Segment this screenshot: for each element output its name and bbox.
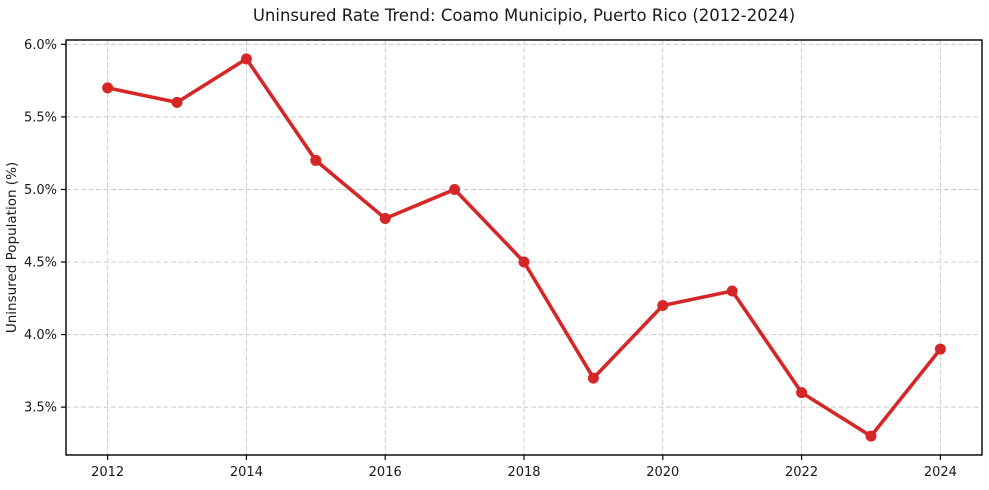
axis-layer: 2012 2014 2016 2018 2020 2022 2024 3.5% 4.0% 4.5%… [24, 38, 983, 480]
data-point [726, 285, 738, 297]
data-point [796, 387, 808, 399]
data-point [449, 183, 461, 195]
data-point [934, 343, 946, 355]
x-tick-label: 2014 [230, 465, 263, 480]
x-tick-label: 2024 [924, 465, 957, 480]
trend-series [102, 53, 946, 442]
x-tick-label: 2022 [785, 465, 818, 480]
x-tick-label: 2012 [91, 465, 124, 480]
data-point [657, 300, 669, 312]
y-tick-label: 5.0% [24, 183, 57, 198]
data-point [171, 96, 183, 108]
data-point [865, 430, 877, 442]
y-axis-label: Uninsured Population (%) [4, 162, 20, 333]
y-tick-label: 3.5% [24, 401, 57, 416]
data-point [102, 82, 114, 94]
grid-layer [66, 40, 982, 455]
x-tick-label: 2016 [369, 465, 402, 480]
x-tick-label: 2018 [507, 465, 540, 480]
y-tick-label: 5.5% [24, 110, 57, 125]
data-point [240, 53, 252, 65]
data-point [587, 372, 599, 384]
chart-title: Uninsured Rate Trend: Coamo Municipio, P… [253, 6, 795, 25]
y-tick-label: 4.5% [24, 256, 57, 271]
y-tick-label: 6.0% [24, 38, 57, 53]
data-point [379, 212, 391, 224]
data-point [518, 256, 530, 268]
x-tick-label: 2020 [646, 465, 679, 480]
data-point [310, 154, 322, 166]
y-tick-label: 4.0% [24, 328, 57, 343]
